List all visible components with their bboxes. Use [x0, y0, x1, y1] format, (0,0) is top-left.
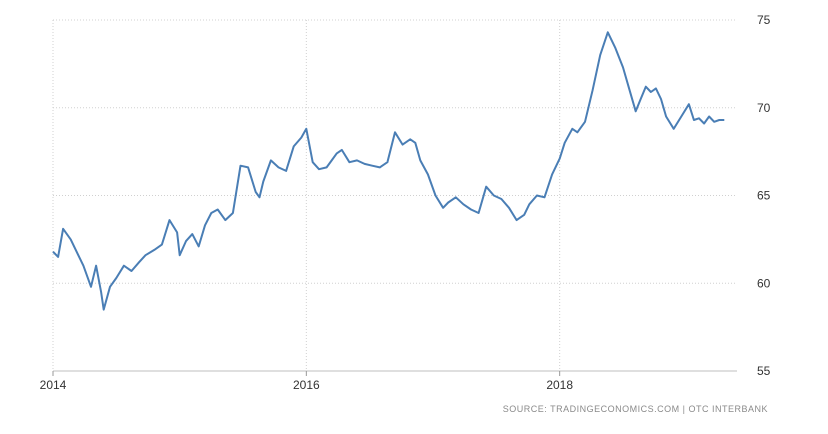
y-tick-label: 70 [757, 101, 771, 115]
grid [52, 19, 737, 371]
x-tick-label: 2016 [293, 378, 320, 392]
axis-ticks: 55 60 65 70 75 2014 2016 2018 [40, 13, 771, 392]
y-tick-label: 65 [757, 189, 771, 203]
y-tick-label: 75 [757, 13, 771, 27]
x-tick-label: 2014 [40, 378, 67, 392]
series-line [52, 31, 725, 311]
x-tick-label: 2018 [546, 378, 573, 392]
source-note: SOURCE: TRADINGECONOMICS.COM | OTC INTER… [502, 404, 768, 414]
y-tick-label: 55 [757, 364, 771, 378]
y-tick-label: 60 [757, 276, 771, 290]
